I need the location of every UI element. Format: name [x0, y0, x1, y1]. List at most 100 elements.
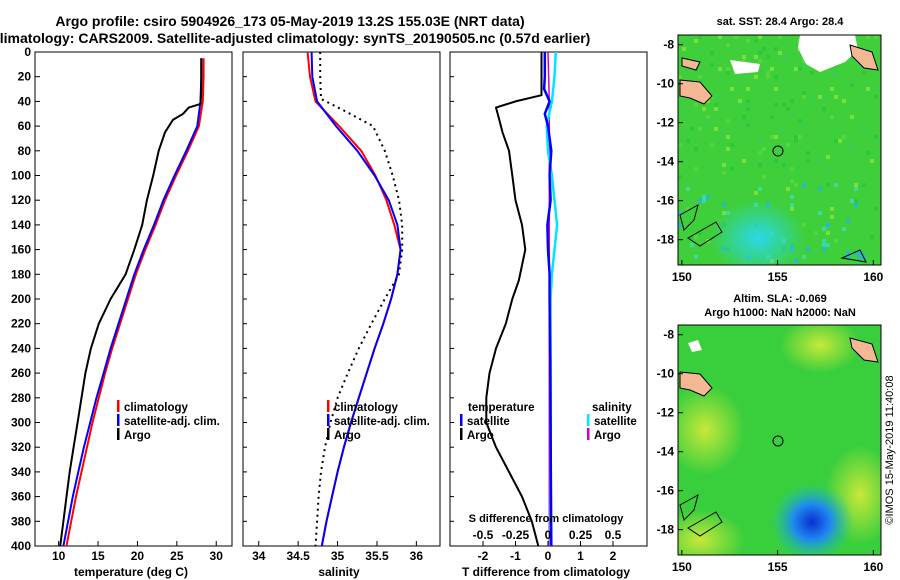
sst-reef-outline	[840, 249, 867, 263]
sst-pixel	[842, 99, 846, 103]
legend-label-climatology: climatology	[334, 402, 399, 414]
x-tick-label: 35	[331, 549, 345, 563]
map-y-tick-label: -10	[657, 367, 675, 381]
salinity-xlabel: salinity	[318, 565, 360, 579]
sst-pixel	[798, 67, 802, 71]
sst-pixel	[758, 35, 762, 39]
sst-pixel	[690, 243, 694, 247]
map-y-tick-label: -8	[663, 38, 674, 52]
sst-pixel	[770, 67, 774, 71]
map-y-tick-label: -10	[657, 77, 675, 91]
x-tick-label: 34	[252, 549, 266, 563]
sst-pixel	[694, 235, 698, 239]
sst-pixel	[786, 187, 790, 191]
depth-tick-label: 380	[11, 514, 31, 528]
sst-pixel	[798, 63, 802, 67]
sst-pixel	[762, 147, 766, 151]
sst-pixel	[834, 239, 838, 243]
sst-pixel	[818, 95, 822, 99]
sst-pixel	[854, 187, 858, 191]
map-y-tick-label: -12	[657, 406, 675, 420]
sst-pixel	[874, 95, 878, 99]
sst-pixel	[810, 251, 814, 255]
sst-missing-data	[730, 60, 760, 74]
depth-tick-label: 40	[18, 94, 32, 108]
sst-pixel	[722, 171, 726, 175]
sst-pixel	[846, 255, 850, 259]
sst-pixel	[810, 71, 814, 75]
sst-pixel	[710, 51, 714, 55]
sst-pixel	[718, 95, 722, 99]
sst-pixel	[762, 47, 766, 51]
sst-pixel	[802, 95, 806, 99]
salinity-line-satellite	[310, 51, 402, 547]
temperature-line-argo	[59, 58, 203, 547]
sst-pixel	[698, 47, 702, 51]
sst-pixel	[826, 223, 830, 227]
salinity-difference-ticks: -0.5 -0.25 0 0.25 0.5	[473, 528, 622, 542]
sst-pixel	[738, 103, 742, 107]
depth-tick-label: 80	[18, 144, 32, 158]
sst-pixel	[694, 167, 698, 171]
diff-line-t-argo	[485, 52, 543, 547]
sst-pixel	[702, 195, 706, 199]
legend-swatch-argo	[327, 428, 330, 440]
temperature-axes-frame	[34, 51, 233, 547]
sst-pixel	[746, 87, 750, 91]
difference-salinity-label: S difference from climatology	[469, 513, 625, 525]
sst-pixel	[790, 195, 794, 199]
map-y-tick-label: -12	[657, 116, 675, 130]
sst-pixel	[850, 83, 854, 87]
sst-pixel	[774, 159, 778, 163]
x-tick-label: 34.5	[286, 549, 310, 563]
map-x-tick-label: 155	[768, 270, 788, 284]
sst-pixel	[742, 115, 746, 119]
salinity-axes-frame	[242, 51, 441, 547]
sla-high-patch	[678, 510, 745, 555]
x-tick-label: -1	[510, 549, 521, 563]
sst-pixel	[834, 95, 838, 99]
depth-tick-label: 260	[11, 366, 31, 380]
sst-pixel	[758, 59, 762, 63]
sst-pixel	[678, 211, 682, 215]
sst-pixel	[874, 139, 878, 143]
sst-pixel	[822, 243, 826, 247]
salinity-line-climatology	[306, 51, 402, 547]
sla-map-title-line1: Altim. SLA: -0.069	[733, 293, 827, 305]
depth-axis: 0 20 40 60 80 100 120 140 160 180 200 220 240 260 280 3…	[11, 45, 40, 553]
temperature-panel: 0 20 40 60 80 100 120 140 160 180 200 220 240 260 280 3…	[11, 45, 233, 579]
argo-location-marker	[772, 435, 784, 447]
sst-pixel	[746, 99, 750, 103]
sst-pixel	[854, 199, 858, 203]
sst-pixel	[798, 119, 802, 123]
depth-tick-label: 0	[24, 45, 31, 59]
depth-tick-label: 220	[11, 317, 31, 331]
sla-low-eddy	[770, 482, 854, 555]
sst-pixel	[862, 175, 866, 179]
map-x-tick-label: 155	[768, 560, 788, 574]
sst-pixel	[778, 51, 782, 55]
temperature-line-climatology	[65, 58, 205, 547]
sst-pixel	[782, 55, 786, 59]
sst-pixel	[846, 251, 850, 255]
sst-pixel	[858, 251, 862, 255]
sst-pixel	[774, 87, 778, 91]
salinity-legend: climatology satellite-adj. clim. Argo	[327, 400, 430, 442]
salinity-lines	[306, 51, 404, 547]
x-tick-label: 30	[210, 549, 224, 563]
depth-tick-label: 180	[11, 267, 31, 281]
x-tick-label: 1	[577, 549, 584, 563]
sst-pixel	[730, 87, 734, 91]
sst-pixel	[694, 103, 698, 107]
diff-line-t-satellite	[542, 52, 553, 547]
sst-pixel	[790, 207, 794, 211]
sst-pixel	[858, 255, 862, 259]
sst-pixel	[866, 87, 870, 91]
sst-reef-outline	[679, 203, 723, 247]
sst-pixel	[758, 187, 762, 191]
sst-pixel	[678, 223, 682, 227]
legend-swatch-t-satellite	[460, 414, 463, 426]
sst-pixel	[854, 251, 858, 255]
sst-pixel	[818, 159, 822, 163]
